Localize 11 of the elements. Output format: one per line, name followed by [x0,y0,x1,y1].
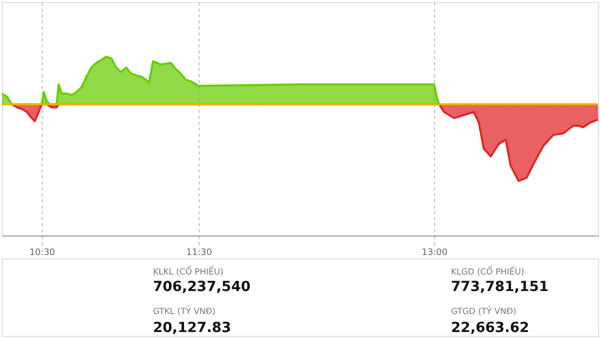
text: KLGD (CỔ PHIẾU) [450,265,524,276]
text: 773,781,151 [450,279,549,296]
text: GTGD (TỶ VNĐ) [450,305,516,316]
text: GTKL (TỶ VNĐ) [152,305,216,316]
text: 22,663.62 [450,320,530,336]
x-tick-label: 13:00 [422,248,448,258]
x-tick-label: 11:30 [186,248,212,258]
text: KLKL (CỔ PHIẾU) [152,265,224,276]
text: 706,237,540 [152,279,251,296]
text: 20,127.83 [152,320,232,336]
x-tick-label: 10:30 [29,248,56,258]
